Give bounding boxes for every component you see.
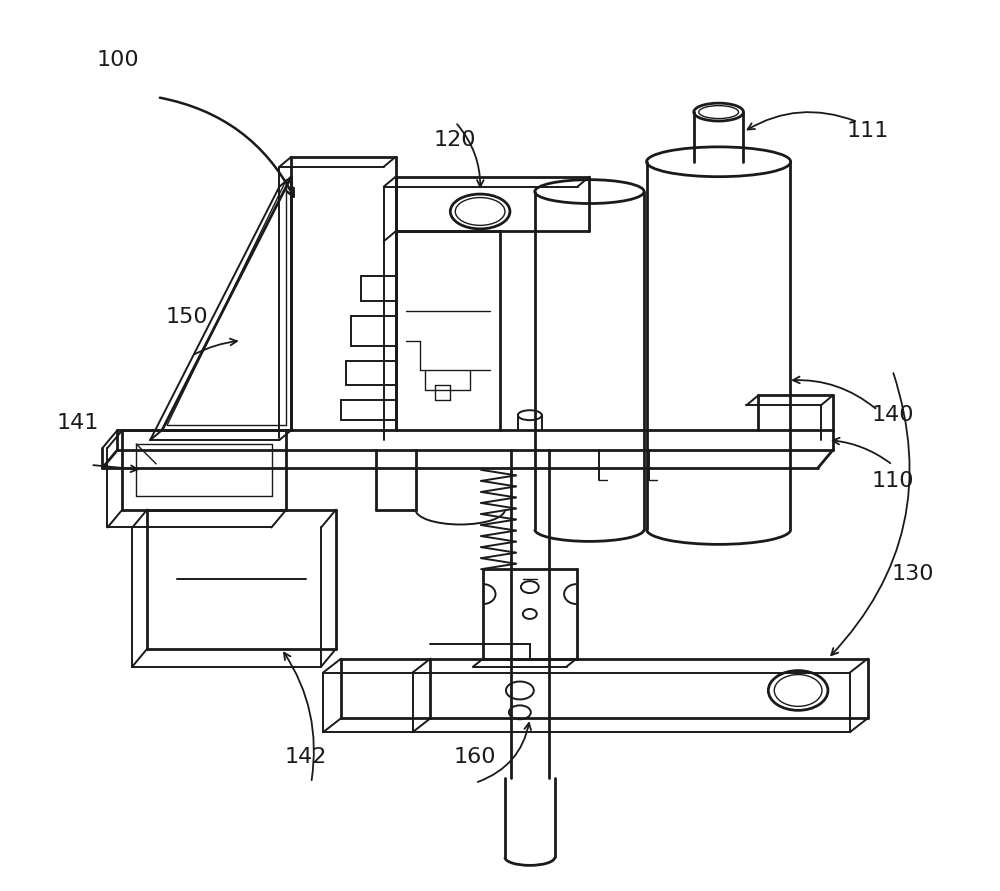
Text: 110: 110 [871,471,914,491]
Text: 142: 142 [285,748,327,767]
Text: 120: 120 [434,130,477,150]
Text: 140: 140 [871,405,914,424]
Text: 141: 141 [56,413,99,433]
Text: 111: 111 [847,121,889,141]
Text: 150: 150 [166,307,208,327]
Text: 130: 130 [891,564,934,584]
Text: 100: 100 [96,50,139,70]
Text: 160: 160 [454,748,496,767]
